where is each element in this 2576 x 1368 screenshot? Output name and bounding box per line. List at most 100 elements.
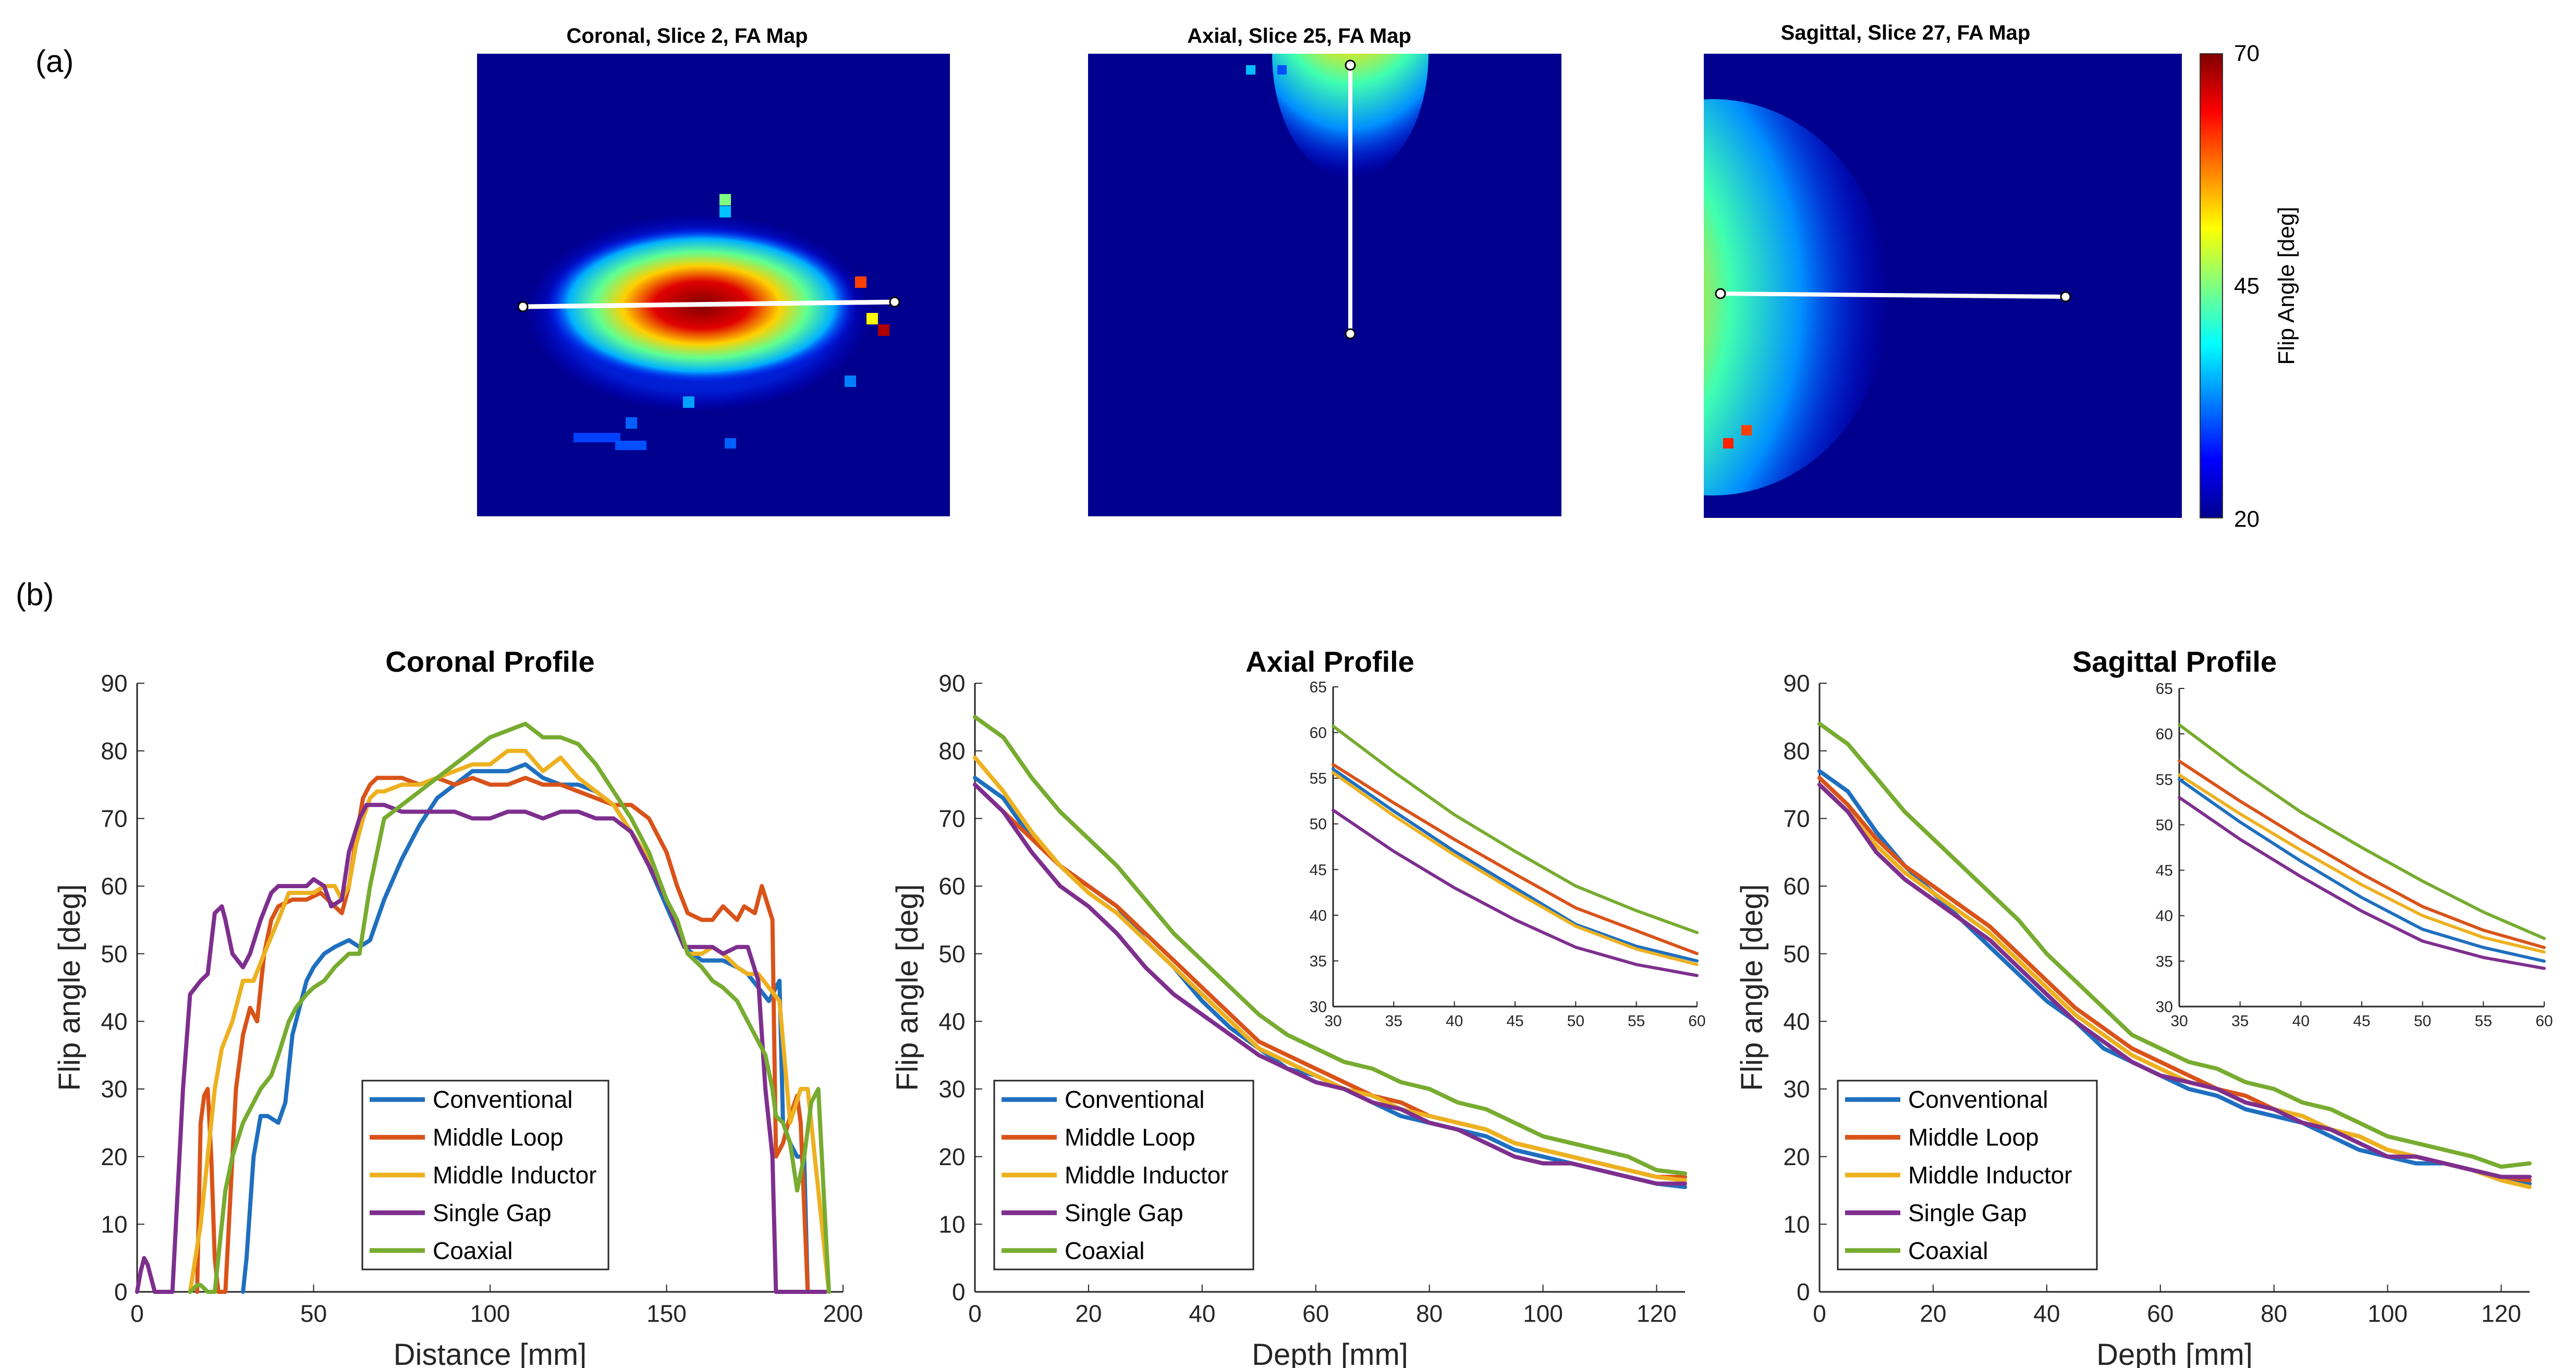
colorbar-tick-max: 70 (2234, 41, 2260, 66)
colorbar-tick-min: 20 (2234, 506, 2260, 532)
coronal-fa-map (477, 54, 950, 516)
sagittal-profile-legend-label-conventional: Conventional (1908, 1086, 2048, 1113)
sagittal-profile-x-tick-label: 40 (2033, 1300, 2060, 1327)
axial-profile-series-coaxial (973, 715, 1687, 1176)
coronal-profile-legend-label-coaxial: Coaxial (433, 1237, 512, 1264)
sagittal-profile-inset-x-tick-label: 50 (2414, 1013, 2431, 1030)
axial-profile-title: Axial Profile (1246, 645, 1414, 678)
map-title-coronal: Coronal, Slice 2, FA Map (566, 25, 808, 47)
sagittal-profile-inset-series-middle-loop (2178, 759, 2546, 949)
coronal-profile-series-middle-inductor (188, 748, 831, 1294)
colorbar-label: Flip Angle [deg] (2274, 207, 2299, 365)
sagittal-profile-legend-label-middle-inductor: Middle Inductor (1908, 1161, 2072, 1189)
axial-profile-inset: 30 35 40 45 50 55 60 30 35 40 45 50 55 60 65 (1310, 679, 1706, 1030)
coronal-profile-legend-label-single-gap: Single Gap (433, 1199, 552, 1226)
sagittal-profile-chart: 0 20 40 60 80 100 120 0 10 20 30 40 50 60 70 80 90 Sagitt… (1735, 645, 2553, 1368)
axial-profile-inset-y-tick-label: 30 (1310, 999, 1327, 1016)
axial-profile-y-tick-label: 50 (938, 940, 965, 967)
axial-profile-x-tick-label: 120 (1637, 1300, 1677, 1327)
sagittal-profile-inset-y-tick-label: 65 (2156, 681, 2173, 698)
sagittal-profile-y-tick-label: 90 (1783, 670, 1810, 697)
axial-profile-inset-series-coaxial (1332, 724, 1699, 935)
coronal-profile-legend: Conventional Middle Loop Middle Inductor Si… (361, 1080, 609, 1270)
axial-profile-inset-y-tick-label: 40 (1310, 907, 1327, 924)
axial-profile-inset-x-tick-label: 35 (1385, 1013, 1402, 1030)
sagittal-profile-inset-x-tick-label: 55 (2475, 1013, 2492, 1030)
sagittal-profile-x-tick-label: 60 (2147, 1300, 2174, 1327)
sagittal-profile-y-tick-label: 20 (1783, 1143, 1810, 1170)
axial-profile-inset-x-tick-label: 30 (1324, 1013, 1341, 1030)
sagittal-profile-inset: 30 35 40 45 50 55 60 30 35 40 45 50 55 60 65 (2156, 681, 2553, 1030)
sagittal-profile-y-tick-label: 60 (1783, 873, 1810, 900)
sagittal-profile-y-tick-label: 40 (1783, 1008, 1810, 1035)
axial-profile-legend: Conventional Middle Loop Middle Inductor Si… (993, 1080, 1254, 1270)
axial-profile-x-tick-label: 60 (1302, 1300, 1329, 1327)
axial-profile-inset-x-tick-label: 60 (1688, 1013, 1705, 1030)
axial-profile-inset-series-single-gap (1332, 808, 1699, 977)
sagittal-profile-inset-series-coaxial (2178, 723, 2546, 940)
axial-profile-x-tick-label: 0 (968, 1300, 982, 1327)
axial-profile-inset-series-conventional (1332, 767, 1699, 963)
coronal-profile-series-single-gap (135, 803, 828, 1294)
axial-profile-legend-label-middle-inductor: Middle Inductor (1065, 1161, 1229, 1189)
axial-profile-legend-label-conventional: Conventional (1065, 1086, 1205, 1113)
sagittal-profile-inset-y-tick-label: 55 (2156, 771, 2173, 789)
coronal-profile-xlabel: Distance [mm] (394, 1338, 587, 1368)
sagittal-profile-title: Sagittal Profile (2072, 645, 2277, 678)
axial-profile-inset-y-tick-label: 45 (1310, 862, 1327, 879)
coronal-profile-title: Coronal Profile (385, 645, 594, 678)
axial-profile-legend-label-coaxial: Coaxial (1065, 1237, 1144, 1264)
axial-profile-inset-plot-area (1333, 687, 1697, 1007)
sagittal-profile-x-tick-label: 120 (2481, 1300, 2521, 1327)
axial-profile-inset-series-middle-loop (1332, 762, 1699, 955)
sagittal-profile-y-tick-label: 10 (1783, 1210, 1810, 1238)
axial-profile-ylabel: Flip angle [deg] (890, 884, 924, 1091)
sagittal-profile-legend-label-middle-loop: Middle Loop (1908, 1124, 2039, 1151)
axial-profile-x-tick-label: 20 (1075, 1300, 1102, 1327)
axial-profile-inset-y-tick-label: 50 (1310, 816, 1327, 833)
coronal-profile-y-tick-label: 10 (101, 1210, 127, 1238)
axial-profile-y-tick-label: 0 (952, 1278, 966, 1305)
sagittal-profile-inset-y-tick-label: 60 (2156, 726, 2173, 743)
axial-fa-map (1088, 54, 1561, 516)
axial-profile-y-tick-label: 80 (938, 737, 965, 765)
coronal-profile-x-tick-label: 0 (130, 1300, 144, 1327)
axial-profile-y-tick-label: 70 (938, 805, 965, 832)
map-title-sagittal: Sagittal, Slice 27, FA Map (1781, 21, 2031, 44)
coronal-profile-x-tick-label: 100 (470, 1300, 510, 1327)
sagittal-profile-inset-y-tick-label: 50 (2156, 817, 2173, 834)
sagittal-profile-inset-y-tick-label: 30 (2156, 999, 2173, 1016)
axial-profile-inset-x-tick-label: 55 (1628, 1013, 1645, 1030)
sagittal-profile-inset-x-tick-label: 30 (2170, 1013, 2188, 1030)
sagittal-profile-series-single-gap (1817, 782, 2532, 1179)
axial-profile-xlabel: Depth [mm] (1252, 1338, 1408, 1368)
axial-profile-y-tick-label: 10 (938, 1210, 965, 1238)
axial-profile-y-tick-label: 30 (938, 1075, 965, 1103)
panel-label-a: (a) (35, 44, 74, 79)
axial-profile-x-tick-label: 40 (1189, 1300, 1215, 1327)
axial-profile-inset-series-middle-inductor (1332, 771, 1699, 966)
coronal-profile-series-middle-loop (195, 776, 810, 1294)
sagittal-profile-inset-y-tick-label: 45 (2156, 862, 2173, 879)
map-title-axial: Axial, Slice 25, FA Map (1187, 25, 1411, 47)
sagittal-profile-inset-x-tick-label: 40 (2292, 1013, 2310, 1030)
coronal-profile-legend-label-conventional: Conventional (433, 1086, 573, 1113)
axial-profile-chart: 0 20 40 60 80 100 120 0 10 20 30 40 50 60 70 80 90 Axial … (890, 645, 1706, 1368)
axial-profile-x-tick-label: 80 (1416, 1300, 1443, 1327)
axial-profile-inset-y-tick-label: 35 (1310, 953, 1327, 970)
coronal-profile-y-tick-label: 70 (101, 805, 127, 832)
coronal-profile-x-tick-label: 150 (646, 1300, 687, 1327)
axial-profile-x-tick-label: 100 (1523, 1300, 1563, 1327)
axial-profile-series-middle-inductor (973, 755, 1687, 1183)
colorbar-tick-mid: 45 (2234, 273, 2260, 299)
axial-profile-inset-x-tick-label: 45 (1506, 1013, 1523, 1030)
sagittal-fa-map (1704, 54, 2182, 518)
sagittal-profile-inset-series-single-gap (2178, 796, 2546, 970)
axial-profile-legend-label-single-gap: Single Gap (1065, 1199, 1183, 1226)
sagittal-profile-legend: Conventional Middle Loop Middle Inductor Si… (1837, 1080, 2098, 1270)
coronal-profile-x-tick-label: 50 (300, 1300, 327, 1327)
sagittal-profile-legend-label-coaxial: Coaxial (1908, 1237, 1988, 1264)
sagittal-profile-series-coaxial (1817, 721, 2532, 1169)
